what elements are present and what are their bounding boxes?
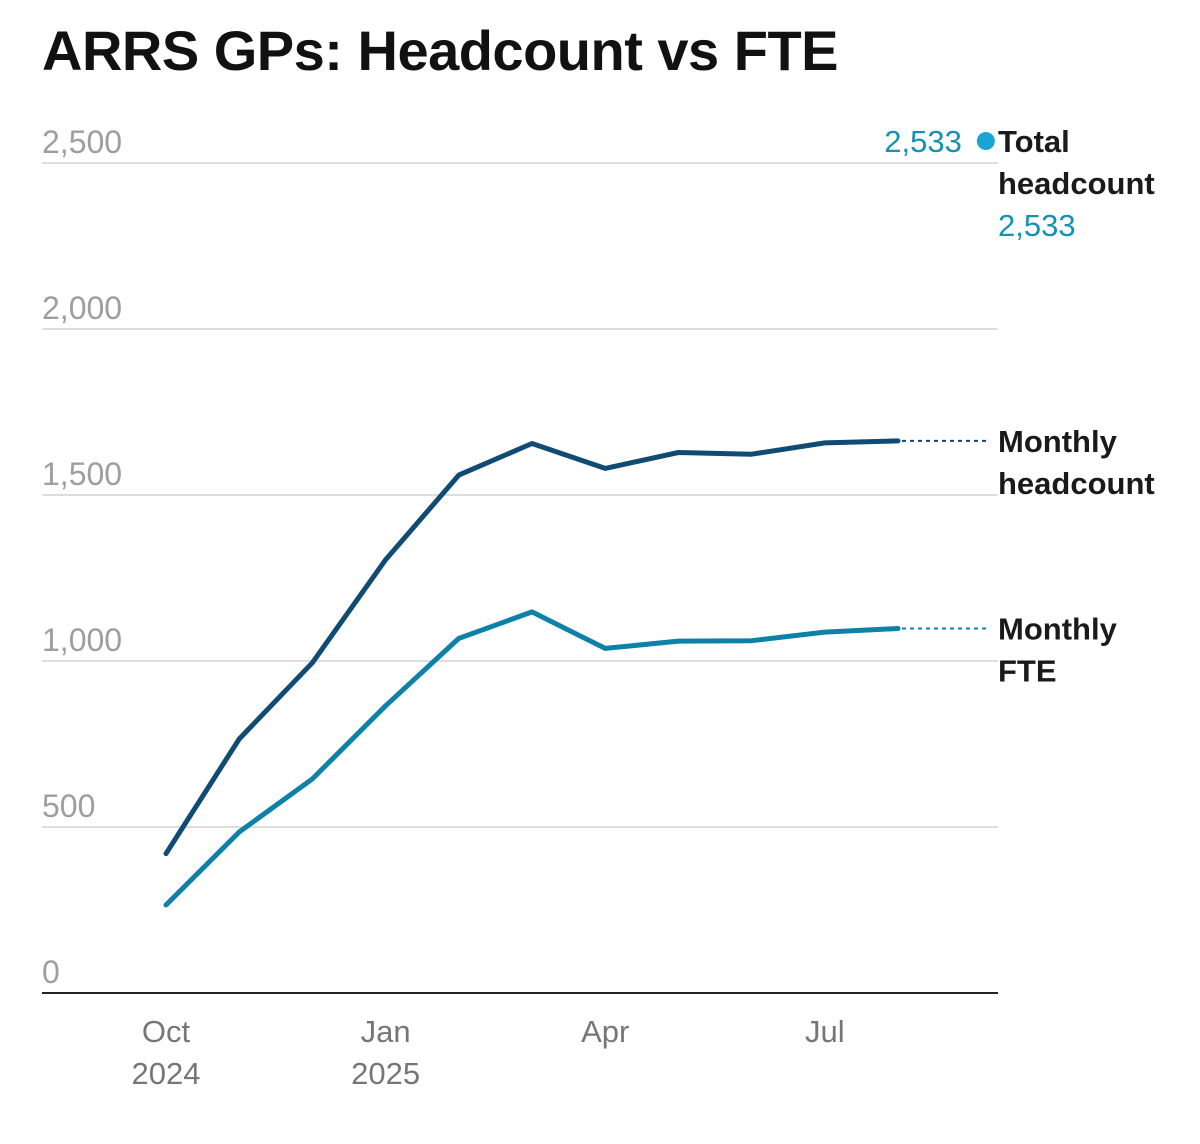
series-label-headcount: Monthly (998, 424, 1118, 459)
series-line-headcount (163, 438, 901, 857)
series-label-headcount: headcount (998, 466, 1155, 501)
x-tick-label: Jul (805, 1014, 845, 1049)
chart-title: ARRS GPs: Headcount vs FTE (42, 19, 839, 82)
y-tick-label: 1,000 (42, 622, 122, 658)
series-label-fte: FTE (998, 653, 1057, 688)
total-headcount-label: headcount (998, 166, 1155, 201)
series-line-fte (163, 609, 901, 908)
total-headcount-point (976, 132, 995, 151)
series-lines (163, 132, 995, 908)
x-axis-ticks: Oct 2024 Jan 2025 Apr Jul (132, 1014, 845, 1091)
series-label-fte: Monthly (998, 611, 1118, 646)
y-tick-label: 1,500 (42, 456, 122, 492)
y-axis-ticks: 0 500 1,000 1,500 2,000 2,500 (42, 124, 122, 990)
x-tick-label: Apr (581, 1014, 629, 1049)
x-tick-label: 2024 (132, 1056, 201, 1091)
y-tick-label: 500 (42, 788, 95, 824)
x-tick-label: Jan (361, 1014, 411, 1049)
gridlines (42, 162, 998, 828)
total-headcount-value: 2,533 (884, 124, 962, 159)
series-labels: Monthly headcount Monthly FTE 2,533 Total head… (884, 124, 1154, 688)
x-tick-label: Oct (142, 1014, 191, 1049)
y-tick-label: 2,500 (42, 124, 122, 160)
x-tick-label: 2025 (351, 1056, 420, 1091)
y-tick-label: 0 (42, 954, 60, 990)
y-tick-label: 2,000 (42, 290, 122, 326)
total-headcount-value-secondary: 2,533 (998, 208, 1076, 243)
total-headcount-label: Total (998, 124, 1070, 159)
